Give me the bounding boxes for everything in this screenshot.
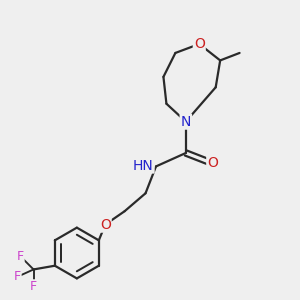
Text: O: O	[194, 37, 205, 51]
Text: F: F	[14, 270, 21, 284]
Text: O: O	[207, 156, 218, 170]
Text: HN: HN	[133, 158, 154, 172]
Text: F: F	[16, 250, 24, 262]
Text: F: F	[30, 280, 37, 293]
Text: N: N	[181, 115, 191, 129]
Text: O: O	[100, 218, 111, 232]
